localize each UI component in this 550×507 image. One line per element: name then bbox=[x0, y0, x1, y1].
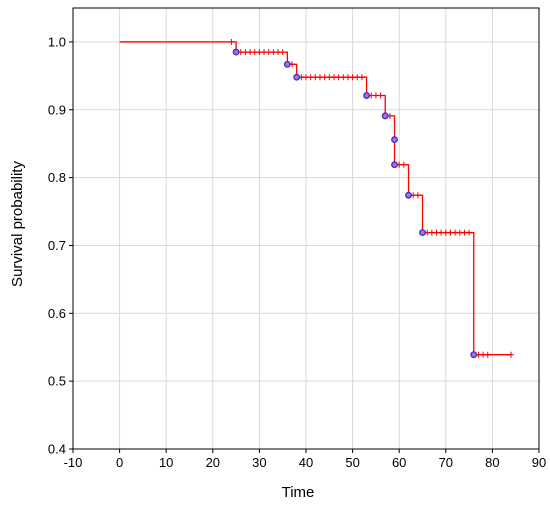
x-tick-label: 70 bbox=[439, 455, 453, 470]
event-marker bbox=[419, 229, 426, 237]
x-tick-label: -10 bbox=[64, 455, 83, 470]
censor-mark bbox=[508, 351, 515, 358]
censor-mark bbox=[279, 49, 286, 56]
censor-mark bbox=[414, 192, 421, 199]
event-marker bbox=[232, 48, 240, 56]
survival-curve bbox=[119, 41, 512, 356]
y-tick-label: 0.6 bbox=[48, 306, 66, 321]
x-tick-label: 60 bbox=[392, 455, 406, 470]
x-tick-label: 20 bbox=[206, 455, 220, 470]
survival-step-line bbox=[119, 41, 512, 356]
y-tick-label: 0.5 bbox=[48, 374, 66, 389]
grid-lines bbox=[73, 8, 539, 449]
x-tick-label: 50 bbox=[345, 455, 359, 470]
censor-mark bbox=[358, 74, 365, 81]
x-tick-label: 10 bbox=[159, 455, 173, 470]
x-axis-title: Time bbox=[282, 484, 315, 501]
y-tick-label: 0.9 bbox=[48, 102, 66, 117]
censor-mark bbox=[228, 38, 235, 45]
event-marker bbox=[391, 161, 398, 169]
event-marker bbox=[283, 60, 291, 68]
y-tick-label: 0.7 bbox=[48, 238, 66, 253]
x-tick-label: 0 bbox=[116, 455, 123, 470]
censor-mark bbox=[484, 351, 491, 358]
censor-mark bbox=[377, 92, 384, 99]
event-marker bbox=[470, 351, 478, 359]
event-marker bbox=[293, 73, 301, 81]
event-markers bbox=[232, 48, 478, 359]
censor-mark bbox=[466, 229, 473, 236]
y-axis-title: Survival probability bbox=[9, 161, 26, 287]
x-tick-label: 40 bbox=[299, 455, 313, 470]
event-marker bbox=[391, 136, 398, 144]
event-marker bbox=[363, 92, 371, 99]
censor-mark bbox=[400, 161, 407, 168]
x-tick-label: 30 bbox=[252, 455, 266, 470]
event-marker bbox=[405, 191, 412, 199]
y-tick-label: 0.4 bbox=[48, 442, 66, 457]
x-tick-label: 80 bbox=[485, 455, 499, 470]
y-ticks: 0.4 0.5 0.6 0.7 0.8 0.9 1.0 bbox=[48, 34, 73, 457]
y-tick-label: 1.0 bbox=[48, 34, 66, 49]
x-tick-label: 90 bbox=[532, 455, 546, 470]
censor-marks bbox=[228, 38, 515, 358]
event-marker bbox=[381, 112, 389, 120]
x-ticks: -10 0 10 20 30 40 50 60 70 80 90 bbox=[64, 449, 546, 470]
y-tick-label: 0.8 bbox=[48, 170, 66, 185]
